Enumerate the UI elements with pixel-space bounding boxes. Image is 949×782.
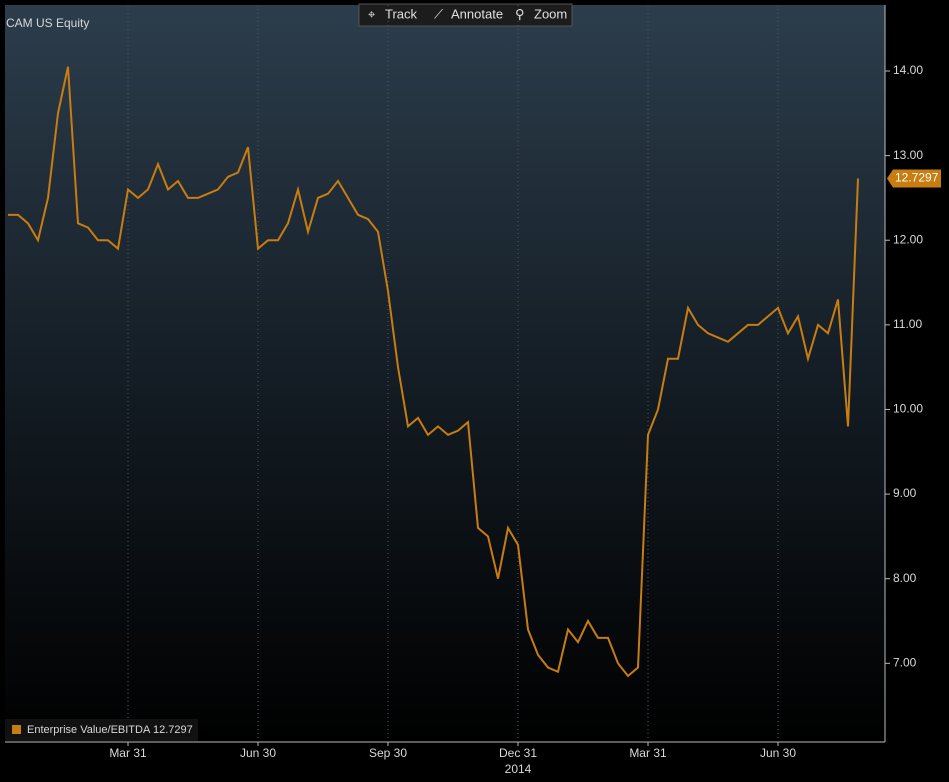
x-tick-label: Sep 30 xyxy=(369,746,407,760)
x-tick-label: Mar 31 xyxy=(629,746,667,760)
x-year-label: 2014 xyxy=(505,762,532,776)
annotate-button[interactable]: ⟋ Annotate xyxy=(434,6,503,21)
chart-title: CAM US Equity xyxy=(6,16,89,30)
legend-value: 12.7297 xyxy=(153,724,193,736)
legend-box xyxy=(5,719,198,741)
y-tick-label: 12.00 xyxy=(893,232,923,246)
button-label[interactable]: Track xyxy=(385,6,418,21)
x-tick-label: Jun 30 xyxy=(760,746,796,760)
x-tick-label: Jun 30 xyxy=(240,746,276,760)
y-tick-label: 8.00 xyxy=(893,571,917,585)
last-value-badge xyxy=(887,169,941,188)
y-tick-label: 11.00 xyxy=(893,317,922,331)
y-tick-label: 7.00 xyxy=(893,655,917,669)
legend-label: Enterprise Value/EBITDA xyxy=(27,724,151,736)
last-value-label: 12.7297 xyxy=(895,171,939,185)
y-tick-label: 13.00 xyxy=(893,148,923,162)
icon: ⟋ xyxy=(434,6,444,21)
legend-swatch xyxy=(12,725,21,734)
icon: ⌖ xyxy=(368,6,376,21)
line xyxy=(8,66,859,678)
button-label[interactable]: Zoom xyxy=(534,6,567,21)
icon: ⚲ xyxy=(515,6,525,21)
x-tick-label: Dec 31 xyxy=(499,746,537,760)
zoom-button[interactable]: ⚲ Zoom xyxy=(515,6,567,21)
toolbar: ⌖ Track ⟋ Annotate ⚲ Zoom xyxy=(358,3,573,27)
plot-area xyxy=(5,5,885,742)
button-label[interactable]: Annotate xyxy=(451,6,503,21)
y-tick-label: 10.00 xyxy=(893,402,923,416)
legend: Enterprise Value/EBITDA 12.7297 xyxy=(5,719,198,741)
y-tick-label: 9.00 xyxy=(893,486,917,500)
track-button[interactable]: ⌖ Track xyxy=(368,6,418,21)
x-tick-label: Mar 31 xyxy=(109,746,147,760)
y-tick-label: 14.00 xyxy=(893,63,923,77)
toolbar-box xyxy=(358,3,573,27)
